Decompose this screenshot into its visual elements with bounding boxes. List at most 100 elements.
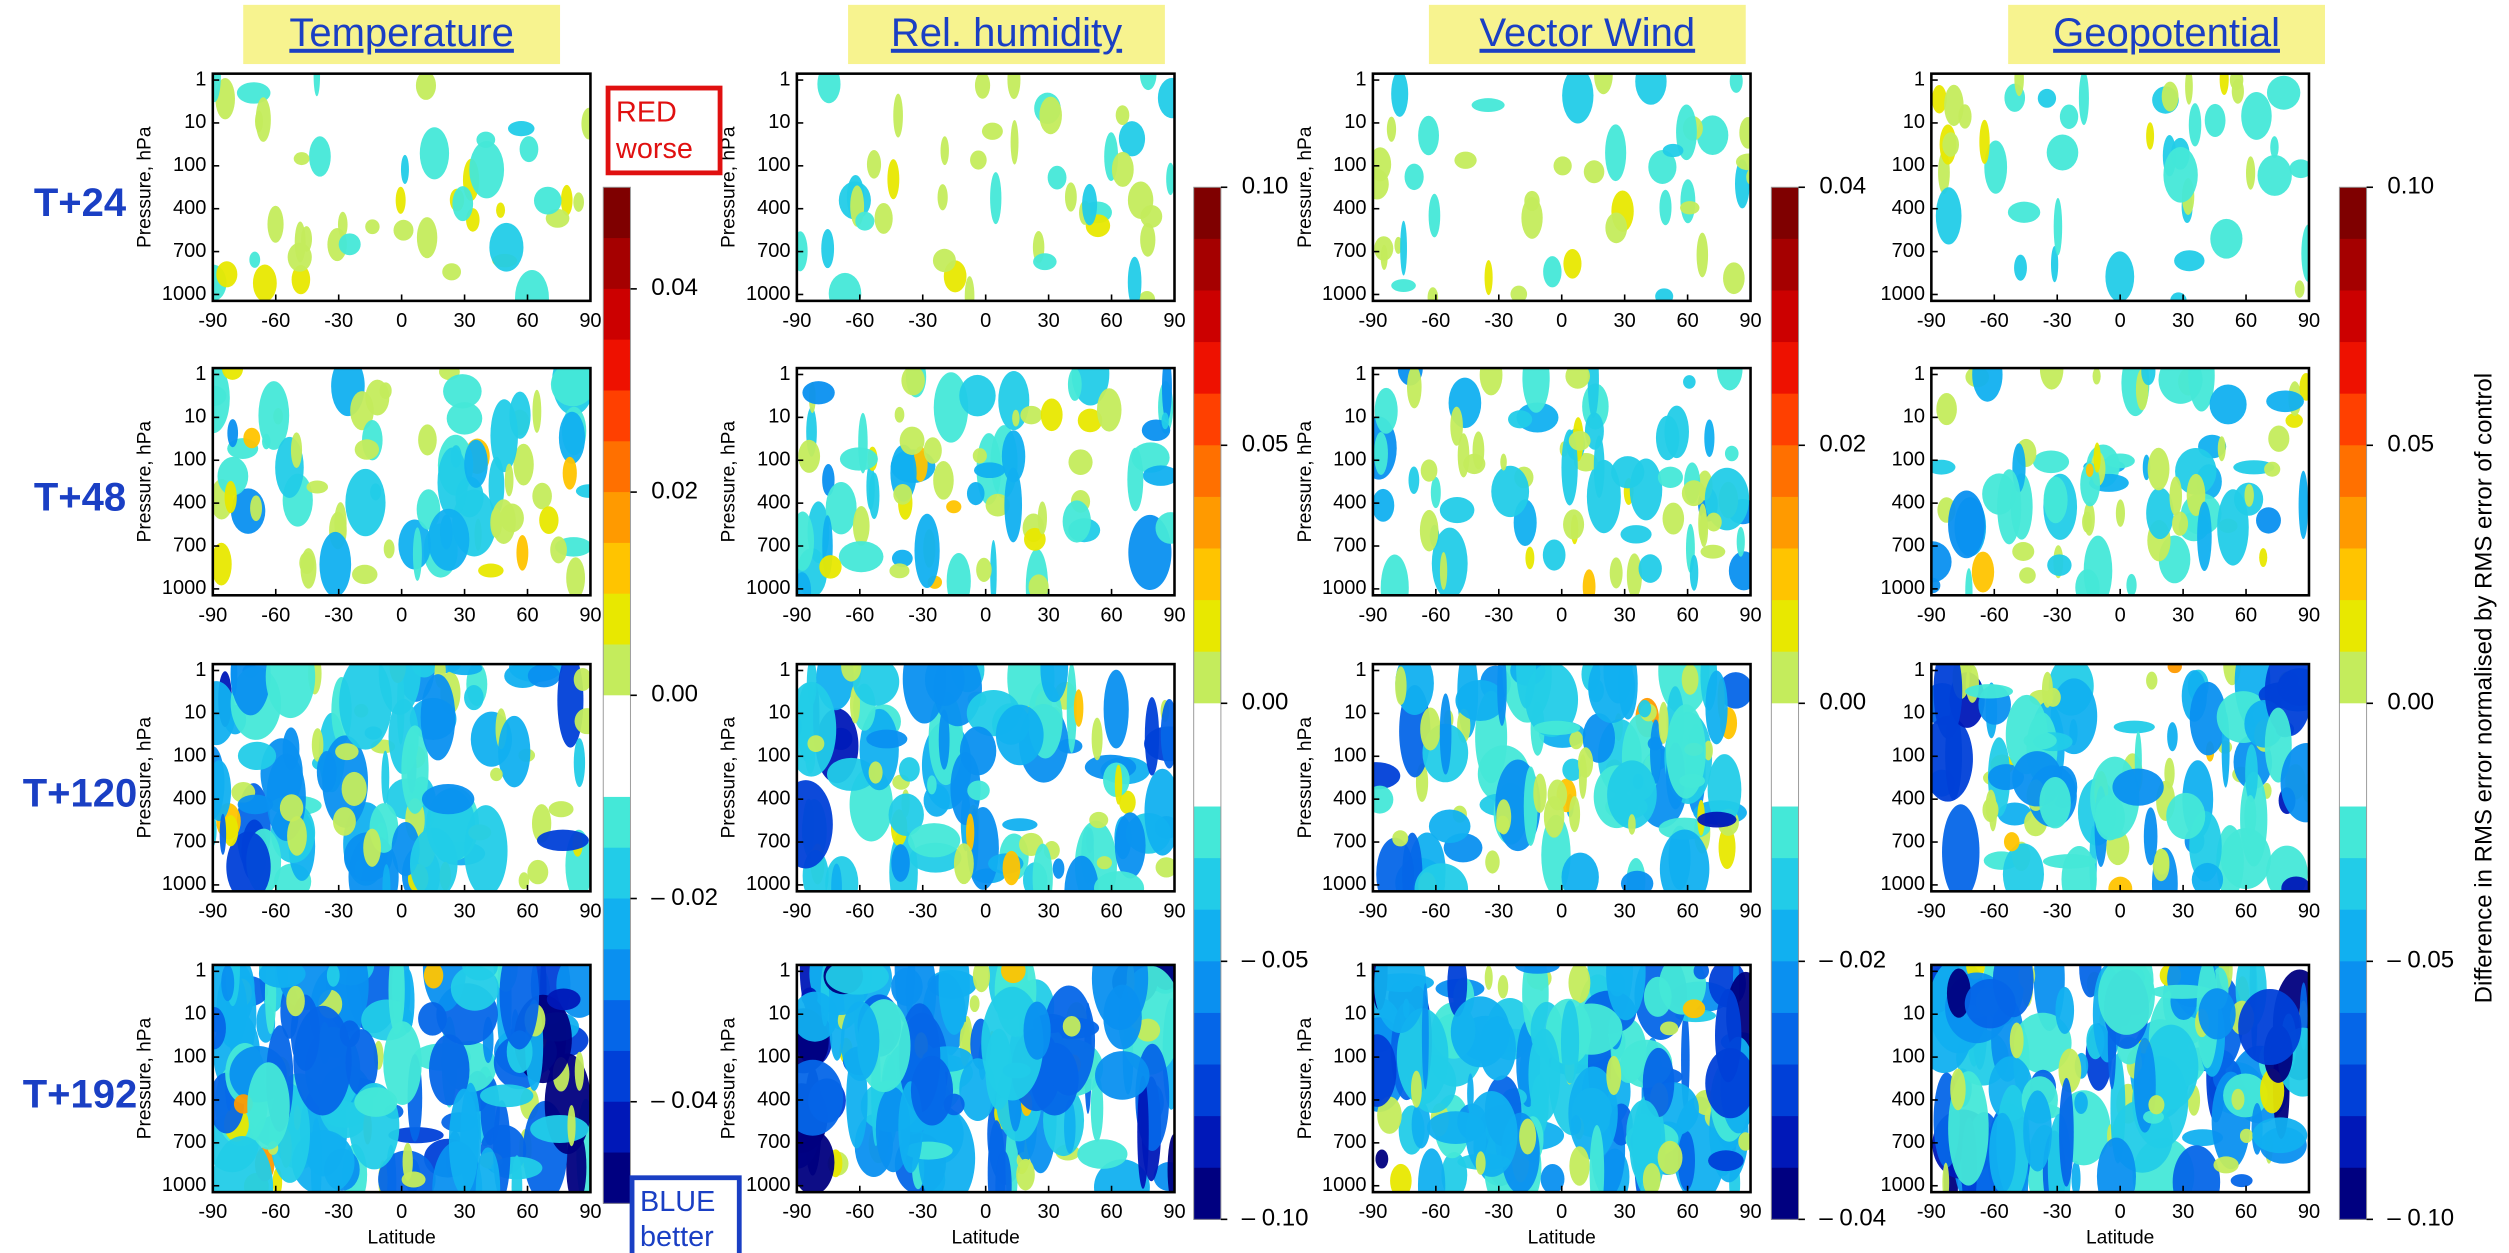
y-tick-label: 400 bbox=[173, 491, 206, 513]
contour-blob bbox=[1400, 220, 1407, 276]
contour-blob bbox=[221, 964, 235, 1002]
contour-blob bbox=[2080, 462, 2101, 507]
contour-blob bbox=[1626, 553, 1642, 596]
contour-blob bbox=[1032, 843, 1053, 892]
contour-blob bbox=[2150, 984, 2213, 999]
y-tick-label: 100 bbox=[757, 449, 790, 471]
x-axis-label: Latitude bbox=[952, 1228, 1020, 1249]
contour-blob bbox=[1982, 797, 1999, 823]
y-tick-label: 400 bbox=[1892, 1088, 1925, 1110]
contour-blob bbox=[1635, 73, 1667, 105]
y-tick-label: 1000 bbox=[746, 283, 791, 305]
contour-blob bbox=[2264, 461, 2281, 477]
colorbar-cell bbox=[1771, 806, 1799, 859]
contour-blob bbox=[1497, 975, 1509, 999]
contour-blob bbox=[212, 73, 221, 103]
contour-blob bbox=[250, 495, 263, 522]
contour-blob bbox=[1931, 715, 1973, 802]
y-tick-label: 1000 bbox=[1322, 1174, 1367, 1196]
contour-blob bbox=[382, 864, 391, 892]
contour-blob bbox=[1410, 1070, 1422, 1108]
contour-blob bbox=[212, 385, 227, 407]
contour-blob bbox=[223, 815, 239, 847]
contour-blob bbox=[1659, 829, 1710, 892]
colorbar-cell bbox=[1193, 1064, 1221, 1117]
contour-blob bbox=[1380, 554, 1409, 596]
contour-blob bbox=[1568, 964, 1591, 1004]
x-tick-label: 0 bbox=[2115, 1201, 2126, 1223]
contour-blob bbox=[1418, 115, 1440, 156]
y-tick-label: 1000 bbox=[162, 873, 207, 895]
contour-blob bbox=[1475, 1151, 1486, 1175]
contour-blob bbox=[1693, 964, 1710, 980]
colorbar-cell bbox=[603, 746, 631, 798]
y-tick-label: 1 bbox=[1355, 363, 1366, 385]
y-tick-label: 10 bbox=[768, 111, 790, 133]
colorbar-tick-label: 0.05 bbox=[2387, 431, 2434, 458]
contour-field bbox=[1372, 664, 1751, 892]
y-tick-label: 1000 bbox=[1880, 1174, 1925, 1196]
y-tick-label: 10 bbox=[184, 702, 206, 724]
contour-blob bbox=[464, 805, 508, 892]
contour-blob bbox=[1638, 554, 1662, 583]
contour-blob bbox=[1716, 368, 1743, 391]
contour-blob bbox=[1679, 773, 1705, 788]
colorbar-cell bbox=[1193, 961, 1221, 1014]
y-tick-label: 1 bbox=[1914, 659, 1925, 681]
contour-blob bbox=[1439, 497, 1475, 524]
contour-blob bbox=[937, 184, 948, 211]
contour-blob bbox=[345, 468, 386, 537]
contour-blob bbox=[2147, 447, 2170, 491]
x-tick-label: 0 bbox=[396, 310, 407, 332]
contour-blob bbox=[562, 456, 577, 490]
y-tick-label: 700 bbox=[1333, 830, 1366, 852]
contour-blob bbox=[1077, 408, 1103, 433]
contour-field bbox=[212, 964, 591, 1193]
y-tick-label: 700 bbox=[757, 830, 790, 852]
y-tick-label: 10 bbox=[184, 406, 206, 428]
y-tick-label: 400 bbox=[173, 787, 206, 809]
colorbar-cell bbox=[1771, 238, 1799, 292]
contour-blob bbox=[1062, 1015, 1081, 1037]
contour-blob bbox=[1540, 1164, 1565, 1193]
red-note: RED bbox=[616, 96, 677, 128]
contour-blob bbox=[2094, 794, 2125, 841]
contour-blob bbox=[573, 192, 584, 212]
contour-blob bbox=[1421, 983, 1429, 1090]
x-tick-label: 30 bbox=[1037, 1201, 1059, 1223]
contour-blob bbox=[428, 1034, 470, 1106]
contour-blob bbox=[927, 775, 937, 795]
contour-blob bbox=[2185, 73, 2193, 105]
contour-blob bbox=[440, 514, 453, 550]
contour-blob bbox=[1657, 466, 1683, 488]
y-axis-label: Pressure, hPa bbox=[1295, 126, 1316, 248]
contour-blob bbox=[2280, 743, 2309, 823]
x-axis-label: Latitude bbox=[2086, 1228, 2154, 1249]
contour-blob bbox=[2105, 453, 2135, 469]
x-tick-label: -90 bbox=[1358, 1201, 1387, 1223]
contour-blob bbox=[1390, 1163, 1412, 1193]
contour-blob bbox=[217, 456, 249, 496]
y-tick-label: 100 bbox=[1892, 449, 1925, 471]
contour-blob bbox=[2252, 1117, 2308, 1154]
contour-blob bbox=[2146, 122, 2155, 150]
contour-blob bbox=[981, 122, 1003, 140]
x-tick-label: 30 bbox=[2172, 1201, 2194, 1223]
x-tick-label: 0 bbox=[1556, 604, 1567, 626]
contour-blob bbox=[363, 828, 382, 867]
contour-blob bbox=[1965, 684, 2014, 699]
colorbar-cell bbox=[1771, 909, 1799, 962]
contour-blob bbox=[1142, 465, 1175, 486]
y-tick-label: 1 bbox=[1914, 960, 1925, 982]
contour-blob bbox=[969, 995, 980, 1013]
y-tick-label: 10 bbox=[768, 702, 790, 724]
contour-blob bbox=[2141, 368, 2156, 386]
contour-blob bbox=[1020, 405, 1043, 425]
y-tick-label: 1000 bbox=[162, 577, 207, 599]
colorbar-cell bbox=[603, 593, 631, 646]
contour-blob bbox=[2167, 664, 2182, 674]
y-tick-label: 700 bbox=[1892, 240, 1925, 262]
contour-blob bbox=[548, 801, 574, 818]
contour-blob bbox=[1040, 398, 1063, 432]
contour-blob bbox=[1724, 445, 1739, 462]
